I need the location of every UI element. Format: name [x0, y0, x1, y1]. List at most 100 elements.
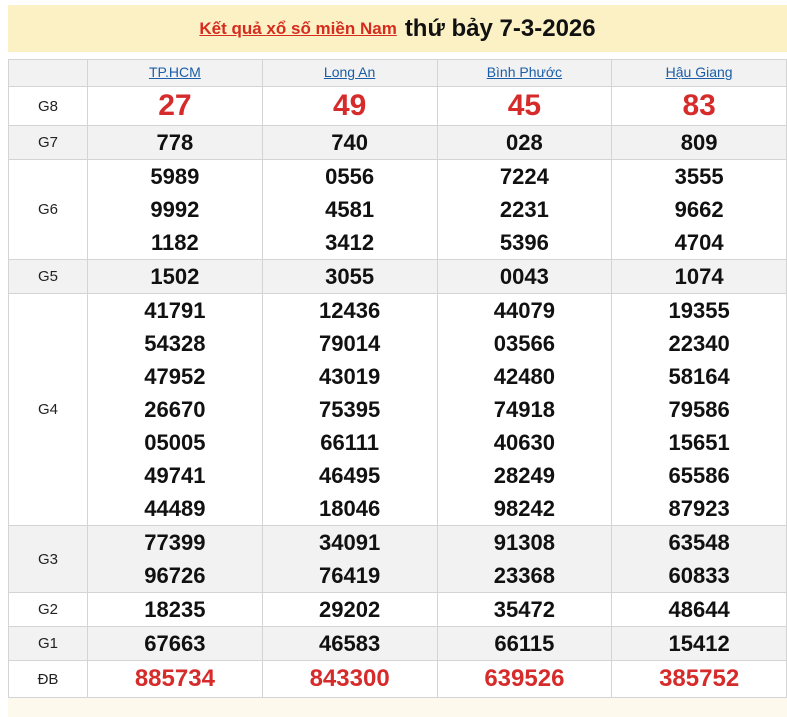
- prize-number: 79014: [319, 331, 381, 356]
- prize-number: 83: [682, 89, 716, 122]
- prize-number: 19355: [668, 298, 730, 323]
- province-link[interactable]: Hậu Giang: [665, 64, 733, 80]
- prize-number: 18046: [319, 496, 381, 521]
- prize-cell: 885734: [87, 660, 263, 698]
- prize-number: 34091: [319, 530, 381, 555]
- prize-number: 9992: [150, 197, 200, 222]
- prize-number: 7224: [499, 164, 549, 189]
- prize-number: 45: [507, 89, 542, 122]
- prize-number: 15412: [668, 631, 730, 656]
- prize-label: G2: [8, 592, 88, 627]
- prize-row-G2: G2 18235 29202 35472 48644: [8, 592, 787, 627]
- prize-number: 28249: [493, 463, 555, 488]
- prize-number: 48644: [668, 597, 730, 622]
- prize-cell: 385752: [611, 660, 787, 698]
- prize-number: 809: [680, 130, 718, 155]
- prize-number: 96726: [144, 563, 206, 588]
- prize-number: 778: [156, 130, 194, 155]
- prize-cell: 1074: [611, 259, 787, 294]
- prize-number: 12436: [319, 298, 381, 323]
- prize-cell: 35472: [436, 592, 613, 627]
- prize-number: 87923: [668, 496, 730, 521]
- prize-number: 46583: [319, 631, 381, 656]
- province-header: Long An: [261, 59, 438, 87]
- prize-number: 27: [158, 89, 192, 122]
- prize-number: 4704: [674, 230, 724, 255]
- prize-number: 23368: [493, 563, 555, 588]
- prize-number: 03566: [493, 331, 555, 356]
- province-link[interactable]: Bình Phước: [486, 64, 563, 80]
- prize-label: G4: [8, 293, 88, 526]
- prize-number: 5989: [150, 164, 200, 189]
- results-link[interactable]: Kết quả xổ số miền Nam: [199, 18, 397, 38]
- prize-row-ĐB: ĐB 885734 843300 639526 385752: [8, 660, 787, 698]
- prize-number: 05005: [144, 430, 206, 455]
- prize-cell: 843300: [261, 660, 438, 698]
- prize-number: 843300: [309, 665, 390, 692]
- prize-cell: 0043: [436, 259, 613, 294]
- prize-number: 0556: [325, 164, 375, 189]
- prize-number: 35472: [493, 597, 555, 622]
- prize-number: 65586: [668, 463, 730, 488]
- prize-cell: 1502: [87, 259, 263, 294]
- prize-label: G5: [8, 259, 88, 294]
- prize-label: G7: [8, 125, 88, 160]
- prize-number: 43019: [319, 364, 381, 389]
- prize-cell: 778: [87, 125, 263, 160]
- prize-number: 98242: [493, 496, 555, 521]
- prize-row-G1: G1 67663 46583 66115 15412: [8, 626, 787, 661]
- prize-cell: 12436 79014 43019 75395 66111 46495 18046: [261, 293, 438, 526]
- prize-row-G3: G3 77399 96726 34091 76419 91308 23368 63548 608…: [8, 525, 787, 593]
- prize-cell: 18235: [87, 592, 263, 627]
- prize-cell: 29202: [261, 592, 438, 627]
- prize-cell: 34091 76419: [261, 525, 438, 593]
- province-header: Hậu Giang: [611, 59, 787, 87]
- prize-number: 15651: [668, 430, 730, 455]
- prize-number: 74918: [493, 397, 555, 422]
- prize-number: 49741: [144, 463, 206, 488]
- prize-cell: 67663: [87, 626, 263, 661]
- prize-number: 63548: [668, 530, 730, 555]
- prize-row-G6: G6 5989 9992 1182 0556 4581 3412 7224 2231 5396 35…: [8, 159, 787, 260]
- prize-number: 77399: [144, 530, 206, 555]
- prize-label: G6: [8, 159, 88, 260]
- results-title: Kết quả xổ số miền Nam thứ bảy 7-3-2026: [8, 5, 787, 52]
- prize-number: 5396: [499, 230, 549, 255]
- prize-cell: 740: [261, 125, 438, 160]
- province-link[interactable]: TP.HCM: [148, 64, 201, 80]
- prize-number: 42480: [493, 364, 555, 389]
- prize-label: G1: [8, 626, 88, 661]
- prize-number: 49: [332, 89, 367, 122]
- prize-cell: 3055: [261, 259, 438, 294]
- prize-number: 54328: [144, 331, 206, 356]
- prize-number: 46495: [319, 463, 381, 488]
- prize-label: G8: [8, 86, 88, 126]
- prize-number: 60833: [668, 563, 730, 588]
- prize-row-G4: G4 41791 54328 47952 26670 05005 49741 44489 124…: [8, 293, 787, 526]
- prize-number: 4581: [325, 197, 375, 222]
- prize-number: 740: [331, 130, 368, 155]
- draw-date: thứ bảy 7-3-2026: [404, 14, 596, 42]
- prize-number: 885734: [134, 665, 215, 692]
- prize-number: 1074: [674, 264, 724, 289]
- prize-number: 1502: [150, 264, 200, 289]
- prize-number: 22340: [668, 331, 730, 356]
- prize-number: 3055: [325, 264, 375, 289]
- prize-number: 58164: [668, 364, 730, 389]
- prize-cell: 45: [436, 86, 613, 126]
- prize-number: 028: [506, 130, 543, 155]
- prize-number: 67663: [144, 631, 206, 656]
- prize-number: 29202: [319, 597, 381, 622]
- prize-cell: 91308 23368: [436, 525, 613, 593]
- province-link[interactable]: Long An: [323, 64, 376, 80]
- prize-number: 3412: [325, 230, 375, 255]
- prize-cell: 19355 22340 58164 79586 15651 65586 87923: [611, 293, 787, 526]
- province-header-row: TP.HCM Long An Bình Phước Hậu Giang: [8, 59, 787, 87]
- prize-number: 75395: [319, 397, 381, 422]
- prize-number: 47952: [144, 364, 206, 389]
- footer-strip: [8, 698, 787, 717]
- prize-number: 639526: [484, 665, 565, 692]
- prize-cell: 83: [611, 86, 787, 126]
- prize-number: 76419: [319, 563, 381, 588]
- prize-cell: 48644: [611, 592, 787, 627]
